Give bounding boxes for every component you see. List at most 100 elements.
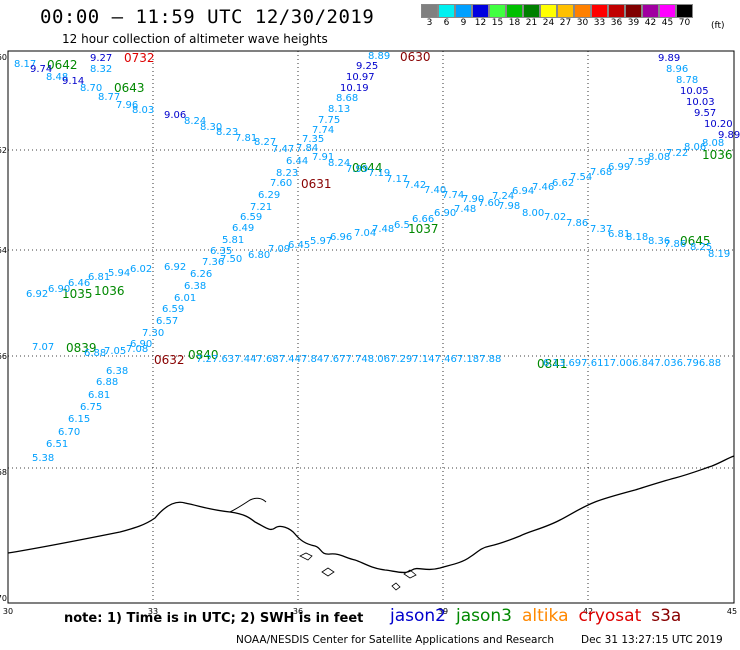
wave-height-label: 7.74 — [312, 125, 334, 136]
color-swatch — [642, 4, 659, 18]
longitude-label: 33 — [148, 607, 158, 616]
wave-height-label: 6.99 — [608, 162, 630, 173]
wave-height-label: 7.21 — [250, 202, 272, 213]
color-swatch — [489, 4, 506, 18]
color-swatch — [472, 4, 489, 18]
pass-time-label: 1036 — [94, 284, 125, 298]
wave-height-label: 7.48 — [372, 224, 394, 235]
latitude-label: -64 — [0, 246, 7, 255]
color-swatch — [591, 4, 608, 18]
pass-time-label: 0632 — [154, 353, 185, 367]
wave-height-label: 6.96 — [330, 232, 352, 243]
color-scale-label: 36 — [610, 18, 623, 28]
wave-height-label: 6.51 — [46, 439, 68, 450]
wave-height-label: 8.13 — [328, 104, 350, 115]
color-swatch — [676, 4, 693, 18]
wave-height-label: 9.27 — [90, 53, 112, 64]
graticule — [8, 51, 734, 603]
wave-height-label: 5.94 — [108, 268, 130, 279]
pass-time-labels: 0732 0630 0642 0643 0631 0644 1036 1037 0645 1035… — [47, 50, 733, 371]
color-scale-label: 24 — [542, 18, 555, 28]
satellite-legend-entry: jason3 — [456, 606, 512, 626]
credit-line: NOAA/NESDIS Center for Satellite Applica… — [236, 634, 554, 646]
wave-height-label: 8.25 — [690, 242, 712, 253]
color-swatch — [540, 4, 557, 18]
color-scale-label: 45 — [661, 18, 674, 28]
axis-labels: -60 -62 -64 -66 -68 -70 30 33 36 39 42 45 — [0, 53, 737, 616]
wave-height-label: 7.91 — [312, 152, 334, 163]
wave-height-label: 10.19 — [340, 83, 369, 94]
wave-height-label: 6.59 — [240, 212, 262, 223]
wave-height-label: 8.36 — [648, 236, 670, 247]
wave-height-label: 7.30 — [142, 328, 164, 339]
map-subtitle: 12 hour collection of altimeter wave hei… — [62, 32, 328, 46]
pass-time-label: 0839 — [66, 341, 97, 355]
wave-height-label: 8.96 — [666, 64, 688, 75]
pass-time-label: 0643 — [114, 81, 145, 95]
color-swatch — [625, 4, 642, 18]
wave-height-label: 8.70 — [80, 83, 102, 94]
footer-note: note: 1) Time is in UTC; 2) SWH is in fe… — [64, 611, 364, 626]
wave-height-label: 8.06 — [684, 142, 706, 153]
wave-height-label: 7.54 — [570, 172, 592, 183]
longitude-label: 39 — [438, 607, 448, 616]
wave-height-label: 6.59 — [162, 304, 184, 315]
color-swatch — [659, 4, 676, 18]
wave-height-label: 8.23 — [276, 168, 298, 179]
wave-height-label: 6.5 — [394, 220, 410, 231]
wave-height-label: 8.19 — [708, 249, 730, 260]
wave-height-label: 8.08 — [702, 138, 724, 149]
color-scale-labels: 3 6 9 12 15 18 21 24 27 30 33 36 39 42 45 70 — [421, 18, 693, 28]
wave-height-label: 5.38 — [32, 453, 54, 464]
satellite-legend-entry: cryosat — [578, 606, 642, 626]
latitude-label: -62 — [0, 146, 7, 155]
wave-height-label: 10.05 — [680, 86, 709, 97]
wave-height-label: 7.27.637.447.687.447.847.677.748.067.297… — [196, 354, 501, 365]
wave-height-label: 7.02 — [544, 212, 566, 223]
color-scale-swatches — [421, 4, 693, 18]
wave-height-label: 6.88 — [84, 348, 106, 359]
color-swatch — [421, 4, 438, 18]
color-scale-label: 18 — [508, 18, 521, 28]
wave-height-label: 8.30 — [200, 122, 222, 133]
wave-height-label: 5.97 — [310, 236, 332, 247]
color-scale-label: 33 — [593, 18, 606, 28]
wave-height-label: 7.48 — [454, 204, 476, 215]
wave-height-label: 6.35 — [210, 246, 232, 257]
latitude-label: -70 — [0, 594, 7, 603]
map-title: 00:00 – 11:59 UTC 12/30/2019 — [40, 6, 375, 28]
wave-height-label: 7.04 — [354, 228, 376, 239]
wave-height-label: 7.07 — [32, 342, 54, 353]
color-swatch — [557, 4, 574, 18]
wave-height-labels: 8.179.74 9.278.32 8.489.148.708.777.968.03… — [14, 51, 740, 464]
wave-height-label: 8.32 — [90, 64, 112, 75]
color-scale-label: 70 — [678, 18, 691, 28]
wave-height-label: 6.15 — [68, 414, 90, 425]
wave-height-label: 6.90 — [48, 284, 70, 295]
wave-height-label: 6.46 — [68, 278, 90, 289]
pass-time-label: 1035 — [62, 287, 93, 301]
wave-height-label: 6.29 — [258, 190, 280, 201]
wave-height-label: 8.18 — [626, 232, 648, 243]
wave-height-label: 6.62 — [552, 178, 574, 189]
pass-time-label: 0645 — [680, 234, 711, 248]
wave-height-label: 6.01 — [174, 293, 196, 304]
wave-height-label: 7.36 — [202, 257, 224, 268]
wave-height-label: 6.66 — [412, 214, 434, 225]
wave-height-label: 7.50 — [220, 254, 242, 265]
wave-height-label: 6.38 — [106, 366, 128, 377]
pass-time-label: 1037 — [408, 222, 439, 236]
wave-height-label: 7.74 — [442, 190, 464, 201]
color-swatch — [506, 4, 523, 18]
color-swatch — [608, 4, 625, 18]
satellite-legend: jason2 jason3 altika cryosat s3a — [390, 606, 691, 626]
wave-height-label: 7.47 — [272, 144, 294, 155]
color-swatch — [438, 4, 455, 18]
longitude-label: 36 — [293, 607, 303, 616]
wave-height-label: 7.09 — [268, 244, 290, 255]
wave-height-label: 8.77 — [98, 92, 120, 103]
satellite-legend-entry: jason2 — [390, 606, 446, 626]
wave-height-label: 7.46 — [532, 182, 554, 193]
generated-timestamp: Dec 31 13:27:15 UTC 2019 — [581, 634, 723, 646]
